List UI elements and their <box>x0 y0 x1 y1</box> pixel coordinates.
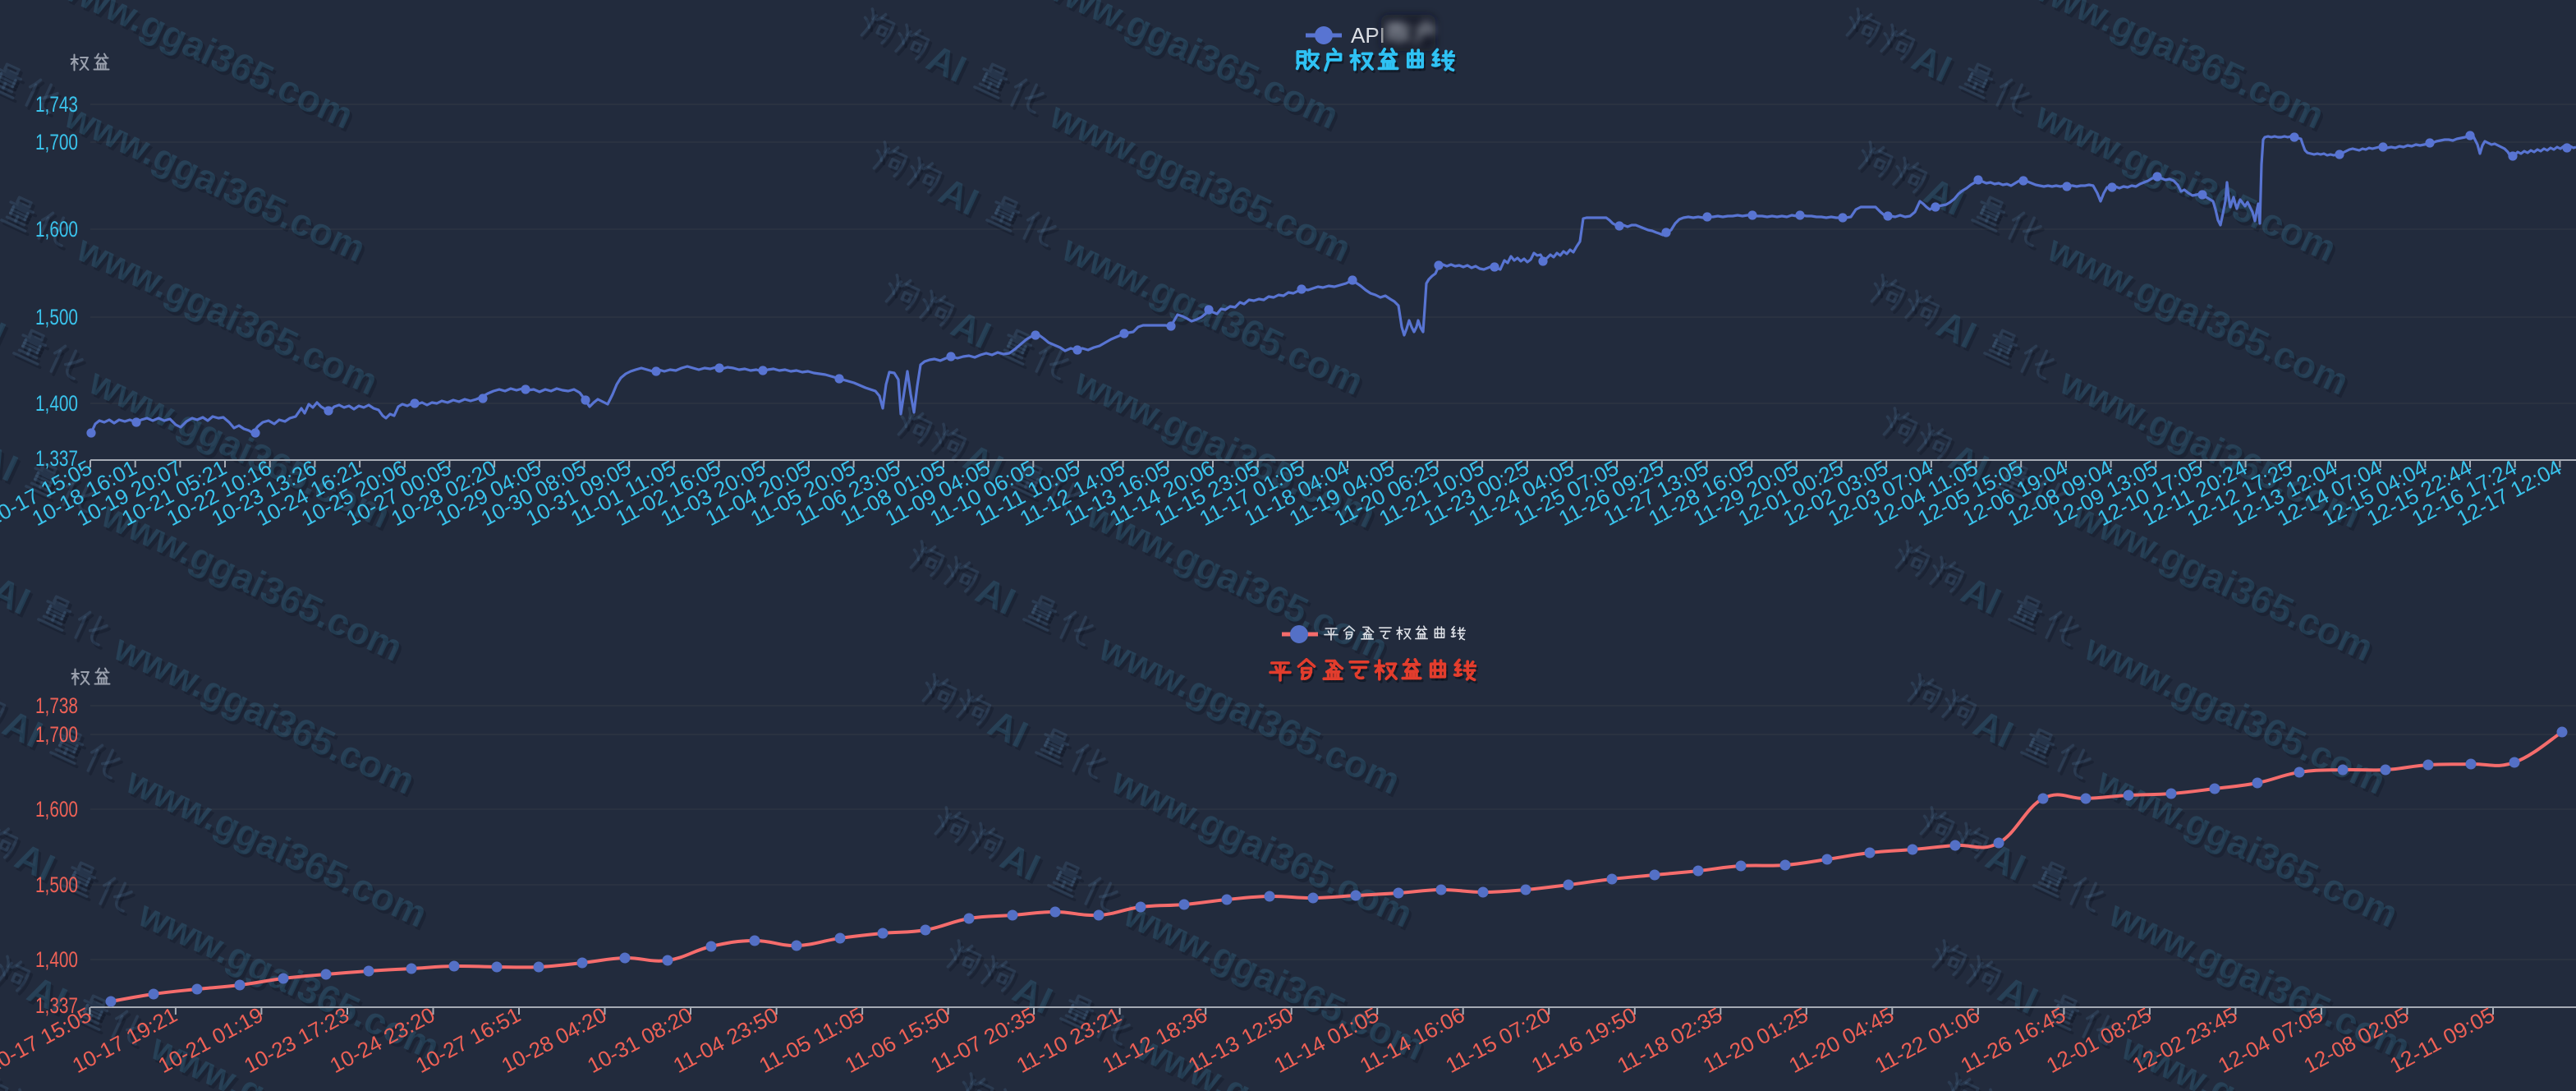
svg-text:1,600: 1,600 <box>35 797 78 822</box>
svg-text:1,738: 1,738 <box>35 693 78 718</box>
svg-text:1,743: 1,743 <box>35 92 78 117</box>
svg-text:1,400: 1,400 <box>35 947 78 972</box>
svg-text:1,700: 1,700 <box>35 722 78 747</box>
svg-text:1,500: 1,500 <box>35 872 78 897</box>
svg-text:1,337: 1,337 <box>35 993 78 1018</box>
svg-text:1,700: 1,700 <box>35 130 78 154</box>
svg-text:1,600: 1,600 <box>35 217 78 242</box>
svg-text:1,337: 1,337 <box>35 446 78 471</box>
svg-text:API: API <box>1351 23 1385 48</box>
svg-text:1,500: 1,500 <box>35 305 78 329</box>
svg-text:1,400: 1,400 <box>35 391 78 416</box>
